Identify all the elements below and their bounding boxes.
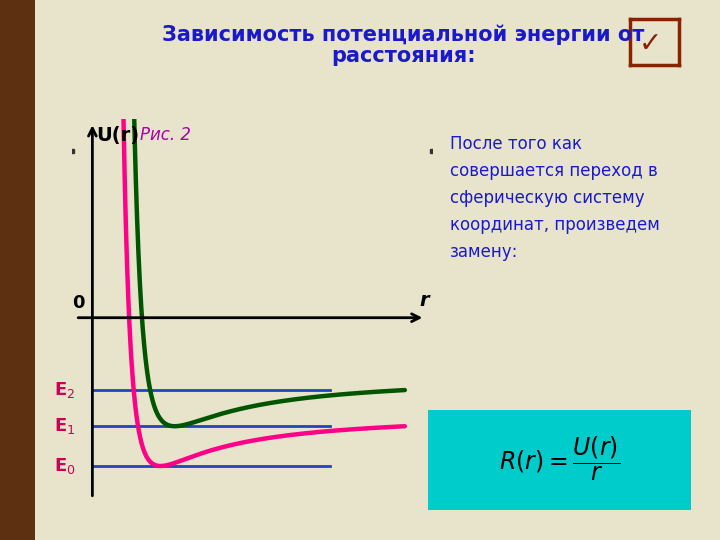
- Text: E$_0$: E$_0$: [54, 456, 76, 476]
- Text: После того как
совершается переход в
сферическую систему
координат, произведем
з: После того как совершается переход в сфе…: [450, 135, 660, 261]
- Text: E$_1$: E$_1$: [54, 416, 76, 436]
- Text: Рис. 2: Рис. 2: [140, 126, 191, 144]
- Text: U(r): U(r): [96, 126, 139, 145]
- Text: r: r: [419, 292, 428, 310]
- Text: ✓: ✓: [639, 30, 662, 58]
- Text: расстояния:: расстояния:: [331, 46, 475, 66]
- Text: $R(r) = \dfrac{U(r)}{r}$: $R(r) = \dfrac{U(r)}{r}$: [499, 434, 621, 483]
- Text: E$_2$: E$_2$: [54, 380, 76, 400]
- Text: 0: 0: [72, 294, 84, 312]
- Text: Зависимость потенциальной энергии от: Зависимость потенциальной энергии от: [162, 24, 644, 45]
